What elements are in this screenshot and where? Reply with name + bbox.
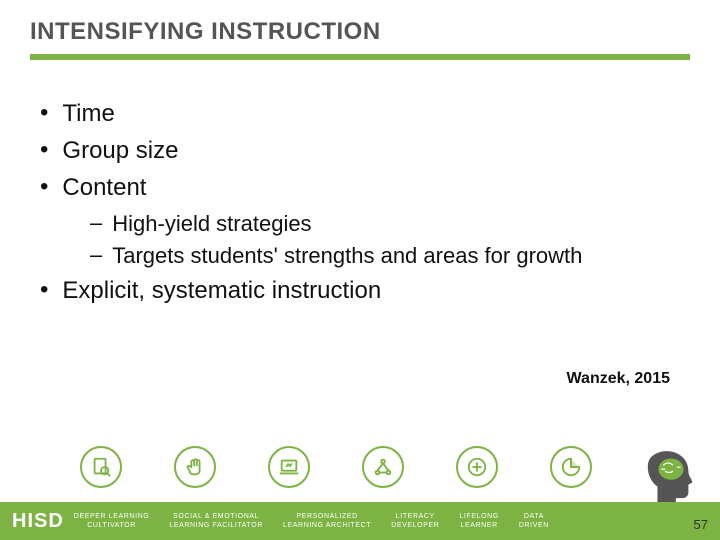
footer-bar: HISD DEEPER LEARNING CULTIVATOR SOCIAL &…	[0, 502, 720, 540]
citation-text: Wanzek, 2015	[567, 370, 670, 388]
footer-label-line: LEARNER	[459, 521, 498, 530]
footer-label: SOCIAL & EMOTIONAL LEARNING FACILITATOR	[169, 512, 263, 530]
footer-label-line: DEEPER LEARNING	[74, 512, 150, 521]
footer-label-line: LITERACY	[391, 512, 439, 521]
footer-icons-row	[0, 432, 720, 502]
bullet-item: • Time	[40, 100, 680, 129]
sub-bullet-item: – Targets students' strengths and areas …	[90, 242, 680, 270]
sub-bullet-item: – High-yield strategies	[90, 210, 680, 238]
sub-bullet-text: High-yield strategies	[112, 210, 311, 238]
sub-bullet-text: Targets students' strengths and areas fo…	[112, 242, 582, 270]
title-underline	[30, 54, 690, 60]
footer-label: DATA DRIVEN	[519, 512, 549, 530]
bullet-text: Explicit, systematic instruction	[62, 277, 381, 306]
bullet-marker: •	[40, 174, 48, 200]
footer-label-line: CULTIVATOR	[74, 521, 150, 530]
nodes-icon	[362, 446, 404, 488]
footer-label-line: DRIVEN	[519, 521, 549, 530]
bullet-text: Time	[62, 100, 114, 129]
hand-icon	[174, 446, 216, 488]
footer-label-line: LEARNING FACILITATOR	[169, 521, 263, 530]
slide-number: 57	[694, 517, 708, 532]
head-brain-icon	[642, 444, 700, 502]
bullet-marker: •	[40, 137, 48, 163]
bullet-text: Content	[62, 174, 146, 203]
bullet-text: Group size	[62, 137, 178, 166]
bullet-item: • Content	[40, 174, 680, 203]
bullet-item: • Explicit, systematic instruction	[40, 277, 680, 306]
bullet-marker: •	[40, 277, 48, 303]
sub-bullet-marker: –	[90, 210, 102, 236]
footer-label-line: PERSONALIZED	[283, 512, 371, 521]
body-content: • Time • Group size • Content – High-yie…	[40, 100, 680, 314]
slide-title: INTENSIFYING INSTRUCTION	[30, 18, 381, 46]
footer-label: DEEPER LEARNING CULTIVATOR	[74, 512, 150, 530]
footer-label: LIFELONG LEARNER	[459, 512, 498, 530]
footer-logo: HISD	[12, 510, 64, 533]
laptop-icon	[268, 446, 310, 488]
footer-label: LITERACY DEVELOPER	[391, 512, 439, 530]
footer-label-line: LEARNING ARCHITECT	[283, 521, 371, 530]
footer-label-line: LIFELONG	[459, 512, 498, 521]
footer-label-line: DATA	[519, 512, 549, 521]
bullet-marker: •	[40, 100, 48, 126]
footer-label: PERSONALIZED LEARNING ARCHITECT	[283, 512, 371, 530]
footer-label-line: DEVELOPER	[391, 521, 439, 530]
bullet-item: • Group size	[40, 137, 680, 166]
clipboard-search-icon	[80, 446, 122, 488]
footer-label-line: SOCIAL & EMOTIONAL	[169, 512, 263, 521]
pie-chart-icon	[550, 446, 592, 488]
plus-circle-icon	[456, 446, 498, 488]
sub-bullet-marker: –	[90, 242, 102, 268]
